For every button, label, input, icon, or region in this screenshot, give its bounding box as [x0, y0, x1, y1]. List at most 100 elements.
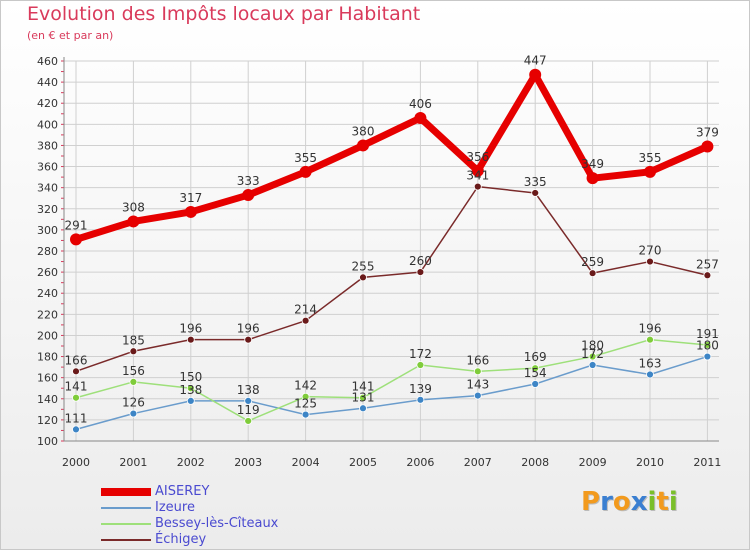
data-point [416, 268, 425, 277]
data-label: 333 [237, 174, 260, 188]
x-tick-label: 2004 [292, 456, 320, 469]
data-point [129, 377, 138, 386]
series-line [75, 185, 709, 373]
data-label: 355 [639, 151, 662, 165]
data-point [703, 341, 712, 349]
data-label: 196 [639, 322, 662, 336]
data-label: 138 [237, 383, 260, 397]
data-point [129, 409, 138, 418]
data-point [701, 140, 714, 153]
data-point [244, 396, 253, 405]
data-point [186, 335, 195, 344]
legend-swatch [101, 488, 151, 496]
logo-letter: t [656, 487, 669, 517]
data-label: 163 [639, 357, 662, 371]
data-point [127, 215, 140, 228]
legend-label: AISEREY [155, 484, 210, 499]
data-label: 447 [524, 54, 547, 68]
data-label: 125 [294, 397, 317, 411]
data-label: 380 [352, 124, 375, 138]
legend-swatch [101, 507, 151, 509]
x-tick-label: 2006 [406, 456, 434, 469]
data-label: 166 [65, 353, 88, 367]
data-point [359, 273, 367, 282]
data-point [70, 233, 82, 246]
chart-title: Evolution des Impôts locaux par Habitant [27, 3, 421, 25]
y-tick-label: 400 [37, 118, 58, 131]
data-point [72, 393, 80, 402]
data-label: 111 [65, 411, 88, 425]
data-label: 180 [581, 339, 604, 353]
data-label: 255 [352, 259, 375, 273]
data-point [473, 367, 482, 376]
logo-letter: r [600, 487, 613, 517]
data-point [186, 384, 195, 393]
data-label: 119 [237, 403, 260, 417]
chart-subtitle: (en € et par an) [27, 29, 114, 42]
series-line [72, 71, 711, 243]
logo-letter: P [581, 487, 601, 517]
data-label: 139 [409, 382, 432, 396]
data-label: 185 [122, 333, 145, 347]
data-point [588, 269, 597, 278]
data-point [186, 396, 195, 405]
data-label: 341 [466, 169, 489, 183]
logo-letter: i [668, 487, 678, 517]
data-label: 131 [352, 390, 375, 404]
data-point [588, 361, 597, 369]
y-tick-label: 200 [37, 329, 58, 342]
x-tick-label: 2001 [119, 456, 147, 469]
data-label: 214 [294, 303, 317, 317]
x-tick-label: 2009 [579, 456, 607, 469]
data-label: 308 [122, 200, 145, 214]
legend-label: Échigey [155, 532, 207, 547]
logo-letter: x [630, 487, 648, 517]
data-label: 257 [696, 257, 719, 271]
data-point [646, 370, 654, 379]
data-point [531, 189, 540, 197]
data-label: 379 [696, 126, 719, 140]
data-point [473, 182, 482, 191]
proxiti-logo: Proxiti [581, 487, 678, 517]
data-label: 196 [179, 322, 202, 336]
data-point [531, 364, 540, 373]
data-point [244, 335, 253, 344]
y-tick-label: 280 [37, 245, 58, 258]
data-point [471, 164, 484, 177]
data-point [416, 361, 425, 369]
y-tick-label: 220 [37, 308, 58, 321]
y-tick-label: 300 [37, 224, 58, 237]
data-point [703, 352, 712, 361]
data-label: 141 [352, 380, 375, 394]
logo-letter: o [612, 487, 631, 517]
data-label: 291 [65, 218, 88, 232]
data-label: 349 [581, 157, 604, 171]
data-point [299, 165, 312, 178]
data-label: 126 [122, 396, 145, 410]
data-label: 355 [294, 151, 317, 165]
data-label: 169 [524, 350, 547, 364]
data-point [301, 316, 310, 325]
legend-swatch [101, 539, 151, 541]
logo-letter: i [647, 487, 657, 517]
y-tick-label: 440 [37, 76, 58, 89]
data-label: 196 [237, 322, 260, 336]
data-label: 317 [179, 191, 202, 205]
data-point [301, 392, 310, 401]
data-label: 154 [524, 366, 547, 380]
data-label: 172 [409, 347, 432, 361]
x-tick-label: 2011 [693, 456, 721, 469]
y-tick-label: 320 [37, 203, 58, 216]
data-point [301, 410, 310, 419]
data-point [473, 391, 482, 400]
x-tick-label: 2000 [62, 456, 90, 469]
data-point [588, 352, 597, 361]
data-label: 138 [179, 383, 202, 397]
legend-label: Izeure [155, 500, 195, 515]
y-tick-label: 380 [37, 139, 58, 152]
series-line [75, 355, 709, 431]
y-tick-label: 360 [37, 161, 58, 174]
data-point [72, 425, 80, 434]
data-point [646, 335, 654, 344]
data-point [242, 189, 255, 202]
